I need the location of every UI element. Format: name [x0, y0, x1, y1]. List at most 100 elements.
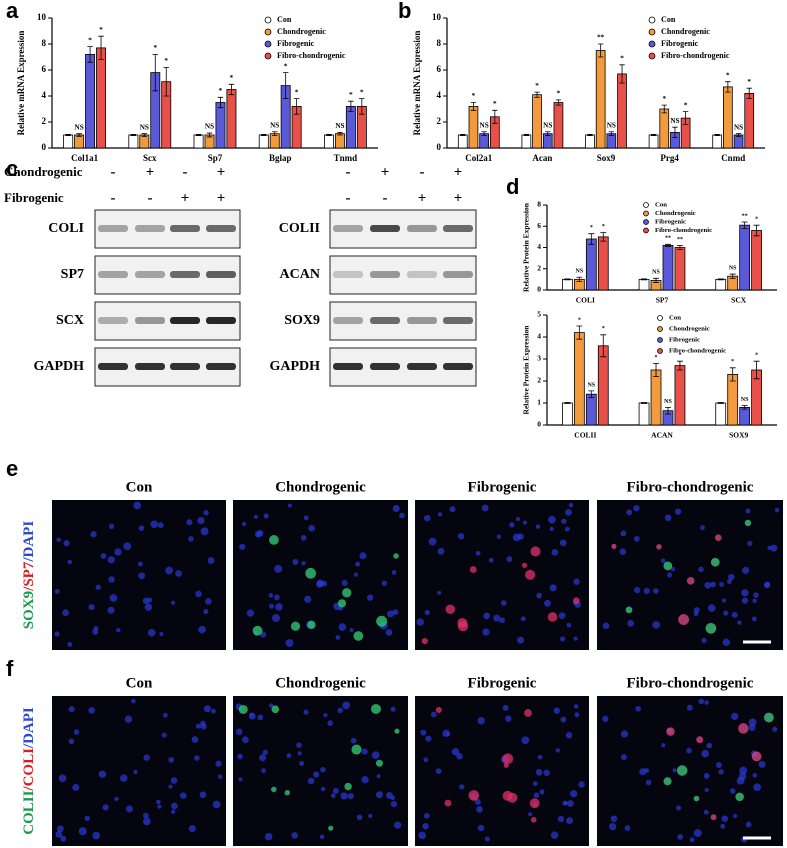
error-bar	[741, 221, 748, 229]
significance-label: NS	[664, 399, 672, 405]
x-tick-label: Sox9	[597, 153, 616, 163]
nucleus	[207, 557, 215, 564]
x-tick-label: Col2a1	[465, 153, 493, 163]
bar	[597, 345, 609, 426]
x-tick-label: SCX	[731, 296, 747, 305]
error-bar	[672, 126, 678, 138]
nucleus	[555, 748, 561, 753]
nucleus	[703, 773, 710, 779]
lane-sign: +	[146, 164, 155, 180]
stained-cell	[370, 703, 381, 714]
blot-band	[443, 363, 473, 370]
error-bar	[523, 133, 530, 137]
nucleus	[558, 612, 566, 620]
nucleus	[56, 825, 64, 833]
legend-label: Fibrogenic	[669, 337, 700, 344]
error-bar	[714, 133, 720, 137]
nucleus	[477, 716, 485, 725]
nucleus	[361, 748, 368, 755]
nucleus	[698, 566, 704, 573]
blot-band	[98, 271, 128, 278]
nucleus	[428, 537, 437, 546]
stain-part: /DAPI	[21, 707, 37, 749]
nucleus	[253, 514, 258, 519]
stained-cell	[693, 795, 700, 802]
nucleus	[422, 822, 429, 830]
significance-label: *	[360, 88, 364, 96]
nucleus	[701, 637, 707, 643]
nucleus	[624, 825, 631, 831]
significance-label: *	[295, 88, 299, 96]
stained-cell	[502, 753, 514, 765]
error-bar	[608, 131, 615, 137]
nucleus	[249, 712, 254, 718]
nucleus	[698, 698, 705, 705]
stained-cell	[696, 736, 704, 744]
legend-marker	[648, 28, 656, 36]
nucleus	[73, 729, 80, 735]
bar	[638, 402, 650, 426]
nucleus	[125, 805, 133, 813]
nucleus	[386, 610, 394, 618]
nucleus	[602, 715, 609, 723]
nucleus	[205, 598, 212, 605]
bar	[739, 224, 751, 291]
error-bar	[641, 402, 648, 404]
bar	[74, 134, 85, 149]
significance-label: *	[755, 353, 758, 359]
blot-band	[206, 225, 236, 232]
column-title: Fibro-chondrogenic	[627, 479, 754, 495]
nucleus	[102, 804, 109, 811]
stained-cell	[457, 621, 469, 632]
bar	[468, 106, 479, 149]
error-bar	[555, 99, 562, 106]
stained-cell	[611, 543, 617, 549]
significance-label: NS	[75, 123, 84, 131]
nucleus	[745, 821, 752, 828]
x-tick-label: Acan	[532, 153, 552, 163]
nucleus	[63, 540, 70, 547]
nucleus	[703, 809, 709, 815]
blot-band	[135, 225, 165, 232]
lane-sign: +	[454, 190, 463, 206]
nucleus	[502, 704, 509, 711]
nucleus	[723, 610, 729, 616]
lane-sign: +	[217, 190, 226, 206]
blot-band	[98, 317, 128, 324]
stained-cell	[666, 727, 675, 736]
nucleus	[718, 769, 724, 775]
significance-label: *	[678, 353, 681, 359]
nucleus	[342, 701, 351, 710]
significance-label: *	[578, 317, 581, 323]
stained-cell	[656, 544, 662, 550]
error-bar	[587, 133, 593, 137]
bar	[638, 278, 650, 291]
error-bar	[98, 35, 104, 60]
nucleus	[235, 728, 243, 736]
nucleus	[517, 636, 525, 644]
nucleus	[203, 609, 209, 615]
bar	[733, 134, 744, 149]
nucleus	[536, 592, 543, 599]
bar	[324, 134, 334, 149]
nucleus	[602, 622, 610, 630]
nucleus	[753, 783, 762, 792]
y-axis-title: Relative mRNA Expression	[412, 31, 422, 136]
nucleus	[54, 588, 60, 594]
nucleus	[653, 588, 659, 594]
stain-part: COLII	[21, 790, 37, 834]
nucleus	[68, 738, 75, 745]
protein-label: ACAN	[280, 267, 320, 282]
nucleus	[327, 720, 334, 727]
stained-cell	[521, 562, 528, 568]
error-bar	[564, 278, 571, 281]
nucleus	[286, 753, 292, 759]
error-bar	[337, 132, 343, 136]
y-tick-label: 4	[537, 242, 541, 251]
stained-cell	[663, 777, 672, 786]
nucleus	[493, 614, 501, 622]
nucleus	[109, 594, 118, 602]
nucleus	[349, 627, 354, 633]
stained-cell	[328, 825, 334, 831]
nucleus	[170, 600, 176, 605]
